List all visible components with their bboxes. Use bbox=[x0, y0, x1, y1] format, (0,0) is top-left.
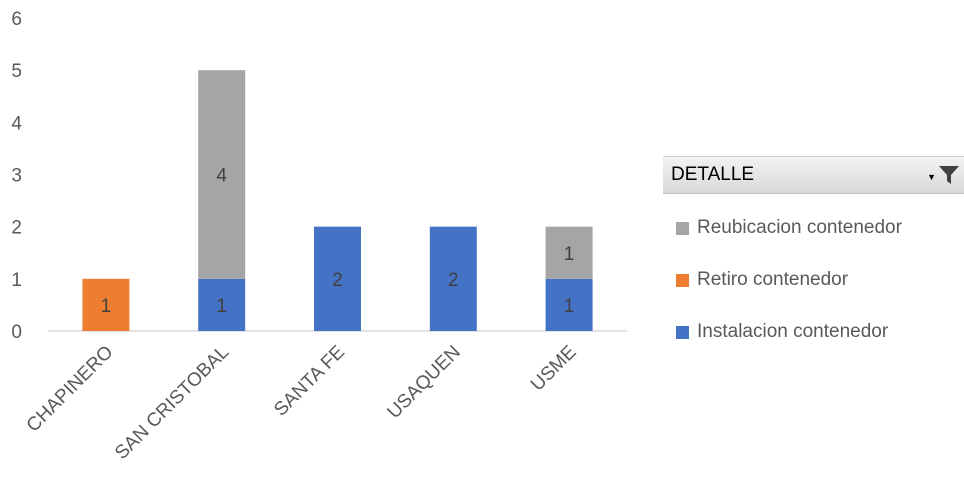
x-tick-label: USME bbox=[527, 342, 581, 396]
legend-item-reubicacion: Reubicacion contenedor bbox=[663, 202, 964, 254]
legend-item-instalacion: Instalacion contenedor bbox=[663, 306, 964, 358]
legend-item-label: Retiro contenedor bbox=[697, 269, 849, 290]
x-tick-label: SANTA FE bbox=[270, 342, 349, 421]
bar-segment bbox=[314, 226, 361, 331]
bar-segment bbox=[82, 278, 130, 331]
x-tick-label: SAN CRISTOBAL bbox=[111, 342, 233, 464]
data-label: 1 bbox=[564, 244, 575, 265]
legend-item-retiro: Retiro contenedor bbox=[663, 254, 964, 306]
legend-swatch bbox=[676, 325, 689, 339]
x-tick-label: CHAPINERO bbox=[23, 342, 118, 437]
legend-swatch bbox=[676, 273, 689, 287]
y-tick-label: 1 bbox=[11, 270, 22, 291]
legend: DETALLE ▼ Reubicacion contenedor Retiro … bbox=[663, 156, 964, 358]
data-label: 2 bbox=[332, 270, 343, 291]
legend-header-filter[interactable]: DETALLE ▼ bbox=[663, 156, 964, 194]
bar-segment bbox=[198, 278, 246, 331]
y-tick-label: 6 bbox=[11, 9, 22, 30]
bars-group bbox=[82, 70, 593, 331]
bar-segment bbox=[545, 278, 593, 331]
legend-item-label: Instalacion contenedor bbox=[697, 321, 889, 342]
data-label: 1 bbox=[564, 296, 575, 317]
y-tick-label: 5 bbox=[11, 61, 22, 82]
y-tick-label: 0 bbox=[11, 322, 22, 343]
x-tick-label: USAQUEN bbox=[384, 342, 465, 423]
data-label: 2 bbox=[448, 270, 459, 291]
data-label: 1 bbox=[101, 296, 112, 317]
bar-segment bbox=[198, 70, 246, 279]
y-axis-ticks: 0 1 2 3 4 5 6 bbox=[11, 9, 22, 343]
y-tick-label: 2 bbox=[11, 218, 22, 239]
legend-item-label: Reubicacion contenedor bbox=[697, 217, 902, 238]
data-labels-group: 1 1 4 2 2 1 1 bbox=[101, 166, 575, 317]
dropdown-arrow-icon: ▼ bbox=[927, 172, 936, 182]
data-label: 4 bbox=[216, 166, 227, 187]
filter-dropdown-button[interactable]: ▼ bbox=[927, 164, 960, 186]
bar-segment bbox=[545, 226, 593, 279]
bar-segment bbox=[429, 226, 477, 331]
legend-swatch bbox=[676, 221, 689, 235]
y-tick-label: 4 bbox=[11, 113, 22, 134]
data-label: 1 bbox=[216, 296, 227, 317]
legend-title: DETALLE bbox=[671, 164, 755, 185]
funnel-icon bbox=[939, 166, 959, 184]
y-tick-label: 3 bbox=[11, 166, 22, 187]
